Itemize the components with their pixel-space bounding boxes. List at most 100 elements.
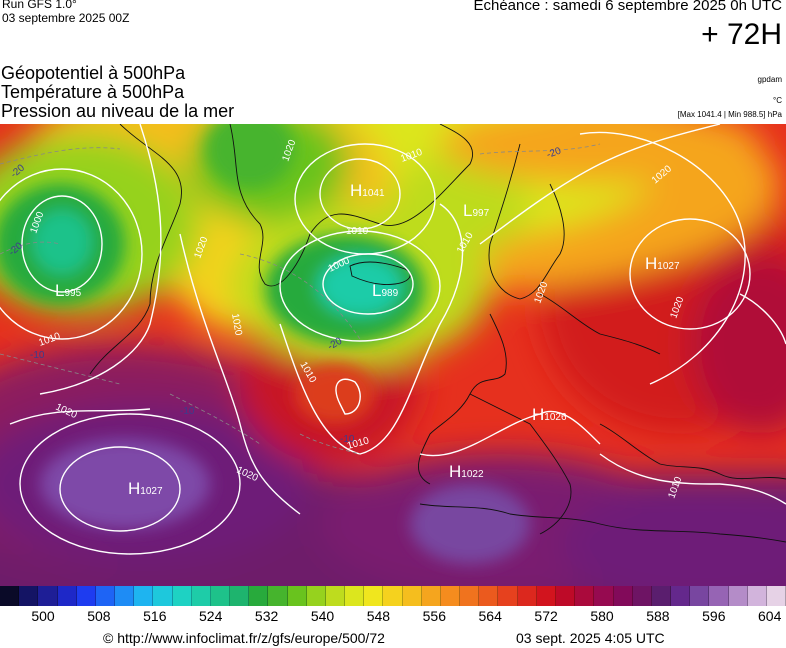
svg-text:H1022: H1022 xyxy=(449,462,484,481)
generation-time: 03 sept. 2025 4:05 UTC xyxy=(516,630,665,646)
scale-swatch xyxy=(613,586,633,606)
isobar-1010-atlantic xyxy=(9,408,151,425)
scale-swatch xyxy=(402,586,422,606)
scale-swatch xyxy=(191,586,211,606)
scale-swatch xyxy=(306,586,326,606)
pressure-center-label: L989 xyxy=(372,281,399,300)
scale-swatch xyxy=(421,586,441,606)
scale-label: 580 xyxy=(590,608,614,624)
svg-text:L989: L989 xyxy=(372,281,399,300)
map-svg: 1000 1000 1010 1010 1010 1010 1010 1010 … xyxy=(0,124,786,586)
scale-swatch xyxy=(153,586,173,606)
scale-swatch xyxy=(536,586,556,606)
pressure-center-label: L995 xyxy=(55,281,82,300)
unit-temperature: °C xyxy=(773,96,782,105)
scale-swatch xyxy=(57,586,77,606)
pressure-center-label: H1041 xyxy=(350,181,385,200)
temperature-label: -10 xyxy=(340,434,355,445)
scale-swatch xyxy=(19,586,39,606)
isobar-1010-trough xyxy=(279,203,464,455)
scale-swatch xyxy=(460,586,480,606)
scale-swatch xyxy=(594,586,614,606)
scale-label: 500 xyxy=(31,608,55,624)
scale-swatch xyxy=(517,586,537,606)
scale-label: 516 xyxy=(143,608,167,624)
scale-label: 508 xyxy=(87,608,111,624)
isobar-1010-north xyxy=(479,124,721,245)
scale-label: 604 xyxy=(758,608,782,624)
scale-label: 596 xyxy=(702,608,726,624)
scale-swatch xyxy=(249,586,269,606)
scale-swatch xyxy=(709,586,729,606)
scale-swatch xyxy=(38,586,58,606)
svg-text:L997: L997 xyxy=(463,201,490,220)
pressure-center-label: H1026 xyxy=(532,405,567,424)
forecast-valid-time: Echéance : samedi 6 septembre 2025 0h UT… xyxy=(473,0,782,14)
forecast-horizon: + 72H xyxy=(701,18,782,51)
scale-swatch xyxy=(172,586,192,606)
scale-label: 572 xyxy=(534,608,558,624)
scale-swatch xyxy=(134,586,154,606)
scale-swatch xyxy=(690,586,710,606)
run-title: Run GFS 1.0° xyxy=(2,0,77,11)
scale-swatch xyxy=(728,586,748,606)
scale-swatch xyxy=(115,586,135,606)
scale-swatch xyxy=(364,586,384,606)
scale-label: 532 xyxy=(254,608,279,624)
pressure-center-label: H1027 xyxy=(128,479,163,498)
parameter-geopotential: Géopotentiel à 500hPa xyxy=(1,63,186,83)
scale-swatch xyxy=(671,586,691,606)
scale-swatch xyxy=(287,586,307,606)
color-scale-bar xyxy=(0,586,786,606)
isobar-low-west-outer xyxy=(0,168,143,340)
scale-swatch xyxy=(555,586,576,606)
scale-swatch xyxy=(268,586,288,606)
copyright-link[interactable]: © http://www.infoclimat.fr/z/gfs/europe/… xyxy=(103,630,385,646)
scale-swatch xyxy=(575,586,595,606)
scale-swatch xyxy=(440,586,461,606)
unit-pressure-range: [Max 1041.4 | Min 988.5] hPa xyxy=(677,110,782,119)
isobar-1020-south xyxy=(419,410,601,457)
isobar-1020-east xyxy=(579,131,746,385)
scale-swatch xyxy=(0,586,20,606)
isobars xyxy=(0,124,786,555)
svg-text:H1027: H1027 xyxy=(128,479,163,498)
scale-swatch xyxy=(95,586,116,606)
scale-swatch xyxy=(383,586,403,606)
scale-label: 556 xyxy=(422,608,446,624)
isobar-high-atlantic-outer xyxy=(19,413,241,555)
scale-swatch xyxy=(498,586,518,606)
pressure-centers: H1041 L997 L995 L989 H1027 H1026 H1022 H… xyxy=(55,181,680,498)
isobar-low-central-outer xyxy=(279,230,441,342)
scale-swatch xyxy=(76,586,96,606)
isobar-high-north-outer xyxy=(294,143,436,255)
forecast-map: 1000 1000 1010 1010 1010 1010 1010 1010 … xyxy=(0,124,786,586)
svg-text:H1026: H1026 xyxy=(532,405,567,424)
scale-swatch xyxy=(766,586,786,606)
run-date: 03 septembre 2025 00Z xyxy=(2,11,130,25)
isobar-1010-south xyxy=(599,453,786,505)
isobar-high-atlantic xyxy=(59,446,181,532)
scale-swatch xyxy=(479,586,499,606)
isotherms xyxy=(0,143,601,455)
svg-text:H1027: H1027 xyxy=(645,254,680,273)
isobar-low-west xyxy=(21,195,103,293)
temperature-label: -10 xyxy=(180,406,195,417)
scale-swatch xyxy=(651,586,672,606)
isobar-label: 1010 xyxy=(346,226,369,237)
pressure-center-label: L997 xyxy=(463,201,490,220)
scale-swatch xyxy=(210,586,231,606)
isobar-1020-west xyxy=(179,233,301,515)
unit-geopotential: gpdam xyxy=(757,75,782,84)
scale-label: 588 xyxy=(646,608,670,624)
svg-text:H1041: H1041 xyxy=(350,181,385,200)
scale-label: 548 xyxy=(366,608,391,624)
temperature-label: -20 xyxy=(545,145,563,160)
temperature-label: -10 xyxy=(30,350,45,361)
isobar-1010-west xyxy=(39,124,162,395)
svg-text:L995: L995 xyxy=(55,281,82,300)
isobar-high-north xyxy=(319,158,401,230)
scale-swatch xyxy=(325,586,346,606)
scale-label: 524 xyxy=(199,608,223,624)
isobar-1020-fareast xyxy=(739,293,786,345)
